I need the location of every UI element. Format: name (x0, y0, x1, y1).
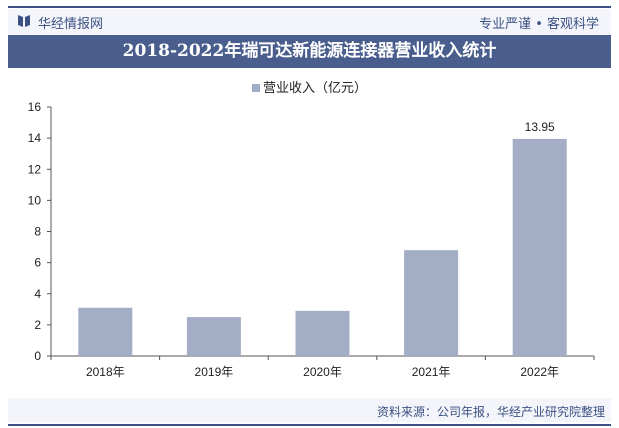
header-bar (8, 9, 611, 35)
x-tick-label: 2020年 (303, 365, 342, 379)
slogan: 专业严谨 • 客观科学 (479, 17, 599, 32)
bottom-divider (8, 424, 611, 426)
source-note: 资料来源：公司年报，华经产业研究院整理 (376, 405, 605, 419)
x-tick-label: 2021年 (412, 365, 451, 379)
x-tick-label: 2018年 (86, 365, 125, 379)
x-tick-label: 2019年 (195, 365, 234, 379)
y-tick-label: 2 (34, 318, 41, 332)
bar (295, 310, 350, 356)
y-tick-label: 12 (28, 162, 42, 176)
y-tick-label: 4 (34, 287, 41, 301)
data-label: 13.95 (525, 120, 555, 134)
bar (186, 317, 241, 356)
y-tick-label: 10 (28, 193, 42, 207)
legend: 营业收入（亿元） (0, 77, 619, 96)
top-divider (8, 6, 611, 8)
bar (78, 307, 133, 356)
y-tick-label: 6 (34, 256, 41, 270)
legend-label: 营业收入（亿元） (262, 81, 367, 96)
footer-bar (8, 398, 611, 422)
y-tick-label: 16 (28, 100, 42, 114)
legend-swatch (251, 84, 260, 92)
y-tick-label: 0 (34, 349, 41, 363)
logo-icon (18, 15, 30, 27)
y-tick-label: 14 (28, 131, 42, 145)
bar (512, 138, 567, 356)
y-tick-label: 8 (34, 225, 41, 239)
bar (404, 250, 459, 356)
chart-title: 2018-2022年瑞可达新能源连接器营业收入统计 (8, 35, 611, 68)
brand-name: 华经情报网 (38, 17, 104, 32)
x-tick-label: 2022年 (520, 365, 559, 379)
